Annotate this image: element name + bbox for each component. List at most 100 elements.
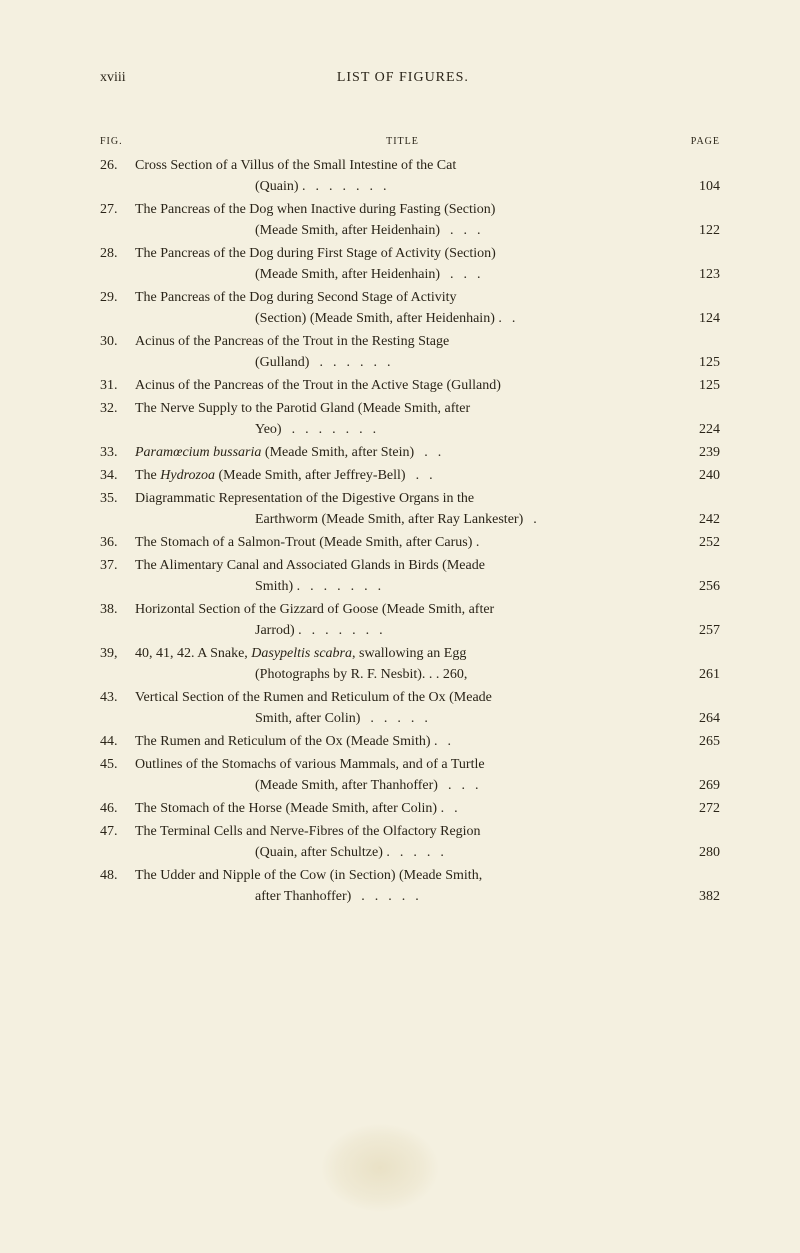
entry-line2: (Quain, after Schultze) . — [255, 842, 390, 863]
page-number-roman: xviii — [100, 70, 126, 86]
entry-line2: Earthworm (Meade Smith, after Ray Lankes… — [255, 509, 523, 530]
entry-line1: The Alimentary Canal and Associated Glan… — [135, 555, 720, 576]
entry-page: 224 — [675, 419, 720, 440]
entry-line2-row: Smith, after Colin) ..... 264 — [135, 708, 720, 729]
entry-number: 26. — [100, 155, 135, 197]
entry-line2-row: (Meade Smith, after Heidenhain) ... 122 — [135, 220, 720, 241]
leader-dots: .... — [390, 842, 675, 863]
entry-number: 29. — [100, 287, 135, 329]
entry-line2-row: Yeo) ....... 224 — [135, 419, 720, 440]
entry-line1: Acinus of the Pancreas of the Trout in t… — [135, 375, 501, 396]
entry-content: Cross Section of a Villus of the Small I… — [135, 155, 720, 197]
entry-page: 104 — [675, 176, 720, 197]
leader-dots: ..... — [360, 708, 675, 729]
entry-number: 38. — [100, 599, 135, 641]
entry-page: 122 — [675, 220, 720, 241]
entry-content: The Stomach of a Salmon-Trout (Meade Smi… — [135, 532, 720, 553]
entry-line2-row: (Meade Smith, after Heidenhain) ... 123 — [135, 264, 720, 285]
entry-line1: Diagrammatic Representation of the Diges… — [135, 488, 720, 509]
entry-line2-row: (Quain, after Schultze) . .... 280 — [135, 842, 720, 863]
italic-term: Paramœcium bussaria — [135, 445, 261, 460]
entry-page: 124 — [675, 308, 720, 329]
list-entry: 46. The Stomach of the Horse (Meade Smit… — [100, 798, 720, 819]
list-entry: 30. Acinus of the Pancreas of the Trout … — [100, 331, 720, 373]
entry-content: Acinus of the Pancreas of the Trout in t… — [135, 375, 720, 396]
entry-number: 35. — [100, 488, 135, 530]
entry-content: The Pancreas of the Dog during Second St… — [135, 287, 720, 329]
header-spacer — [680, 70, 720, 86]
entry-number: 47. — [100, 821, 135, 863]
entry-line2-row: (Section) (Meade Smith, after Heidenhain… — [135, 308, 720, 329]
entry-line2-row: Jarrod) . ...... 257 — [135, 620, 720, 641]
entry-content: The Hydrozoa (Meade Smith, after Jeffrey… — [135, 465, 720, 486]
entry-page: 123 — [675, 264, 720, 285]
entry-content: Paramœcium bussaria (Meade Smith, after … — [135, 442, 720, 463]
entry-number: 39, — [100, 643, 135, 685]
entry-line1: The Udder and Nipple of the Cow (in Sect… — [135, 865, 720, 886]
entry-line1: Acinus of the Pancreas of the Trout in t… — [135, 331, 720, 352]
entry-line2: (Gulland) — [255, 352, 309, 373]
entry-page: 252 — [675, 532, 720, 553]
entry-line1: Cross Section of a Villus of the Small I… — [135, 155, 720, 176]
leader-dots: ...... — [302, 620, 675, 641]
col-header-title: TITLE — [135, 136, 670, 147]
leader-dots: .. — [406, 465, 675, 486]
entry-line2: Smith, after Colin) — [255, 708, 360, 729]
entry-content: The Stomach of the Horse (Meade Smith, a… — [135, 798, 720, 819]
entry-line2-row: (Quain) . ...... 104 — [135, 176, 720, 197]
entry-content: Horizontal Section of the Gizzard of Goo… — [135, 599, 720, 641]
entry-line1-row: Paramœcium bussaria (Meade Smith, after … — [135, 442, 720, 463]
list-entry: 43. Vertical Section of the Rumen and Re… — [100, 687, 720, 729]
list-entry: 28. The Pancreas of the Dog during First… — [100, 243, 720, 285]
entry-number: 27. — [100, 199, 135, 241]
entry-page: 125 — [675, 375, 720, 396]
entry-content: Diagrammatic Representation of the Diges… — [135, 488, 720, 530]
entry-line1: Vertical Section of the Rumen and Reticu… — [135, 687, 720, 708]
entry-content: 40, 41, 42. A Snake, Dasypeltis scabra, … — [135, 643, 720, 685]
leader-dots: . — [502, 308, 675, 329]
entry-content: The Alimentary Canal and Associated Glan… — [135, 555, 720, 597]
leader-dots: ... — [438, 775, 675, 796]
entry-page: 382 — [675, 886, 720, 907]
page-stain — [320, 1123, 440, 1213]
list-entry: 45. Outlines of the Stomachs of various … — [100, 754, 720, 796]
leader-dots: . — [438, 731, 676, 752]
entry-line2-row: after Thanhoffer) ..... 382 — [135, 886, 720, 907]
entry-content: The Pancreas of the Dog when Inactive du… — [135, 199, 720, 241]
entry-page: 125 — [675, 352, 720, 373]
entry-line2: Yeo) — [255, 419, 282, 440]
list-entry: 34. The Hydrozoa (Meade Smith, after Jef… — [100, 465, 720, 486]
list-entry: 48. The Udder and Nipple of the Cow (in … — [100, 865, 720, 907]
leader-dots: ...... — [300, 576, 675, 597]
entry-line1: 40, 41, 42. A Snake, Dasypeltis scabra, … — [135, 643, 720, 664]
list-entry: 44. The Rumen and Reticulum of the Ox (M… — [100, 731, 720, 752]
entry-page: 242 — [675, 509, 720, 530]
entry-number: 44. — [100, 731, 135, 752]
entry-page: 280 — [675, 842, 720, 863]
list-entry: 38. Horizontal Section of the Gizzard of… — [100, 599, 720, 641]
entry-line1: The Rumen and Reticulum of the Ox (Meade… — [135, 731, 438, 752]
list-entry: 29. The Pancreas of the Dog during Secon… — [100, 287, 720, 329]
list-entry: 26. Cross Section of a Villus of the Sma… — [100, 155, 720, 197]
entry-line1: The Hydrozoa (Meade Smith, after Jeffrey… — [135, 465, 406, 486]
entry-page: 269 — [675, 775, 720, 796]
entry-number: 30. — [100, 331, 135, 373]
entry-content: The Terminal Cells and Nerve-Fibres of t… — [135, 821, 720, 863]
list-entry: 39, 40, 41, 42. A Snake, Dasypeltis scab… — [100, 643, 720, 685]
list-entry: 35. Diagrammatic Representation of the D… — [100, 488, 720, 530]
entry-number: 36. — [100, 532, 135, 553]
leader-dots: . — [444, 798, 675, 819]
entry-content: The Udder and Nipple of the Cow (in Sect… — [135, 865, 720, 907]
entry-line1: The Pancreas of the Dog during Second St… — [135, 287, 720, 308]
entry-line2: Jarrod) . — [255, 620, 302, 641]
entry-line2-row: Earthworm (Meade Smith, after Ray Lankes… — [135, 509, 720, 530]
entry-number: 45. — [100, 754, 135, 796]
leader-dots: ...... — [306, 176, 675, 197]
entry-number: 34. — [100, 465, 135, 486]
entry-content: The Pancreas of the Dog during First Sta… — [135, 243, 720, 285]
entry-line2: (Section) (Meade Smith, after Heidenhain… — [255, 308, 502, 329]
entry-line1: The Terminal Cells and Nerve-Fibres of t… — [135, 821, 720, 842]
entry-number: 33. — [100, 442, 135, 463]
entry-line1: Horizontal Section of the Gizzard of Goo… — [135, 599, 720, 620]
entry-line1-row: The Hydrozoa (Meade Smith, after Jeffrey… — [135, 465, 720, 486]
